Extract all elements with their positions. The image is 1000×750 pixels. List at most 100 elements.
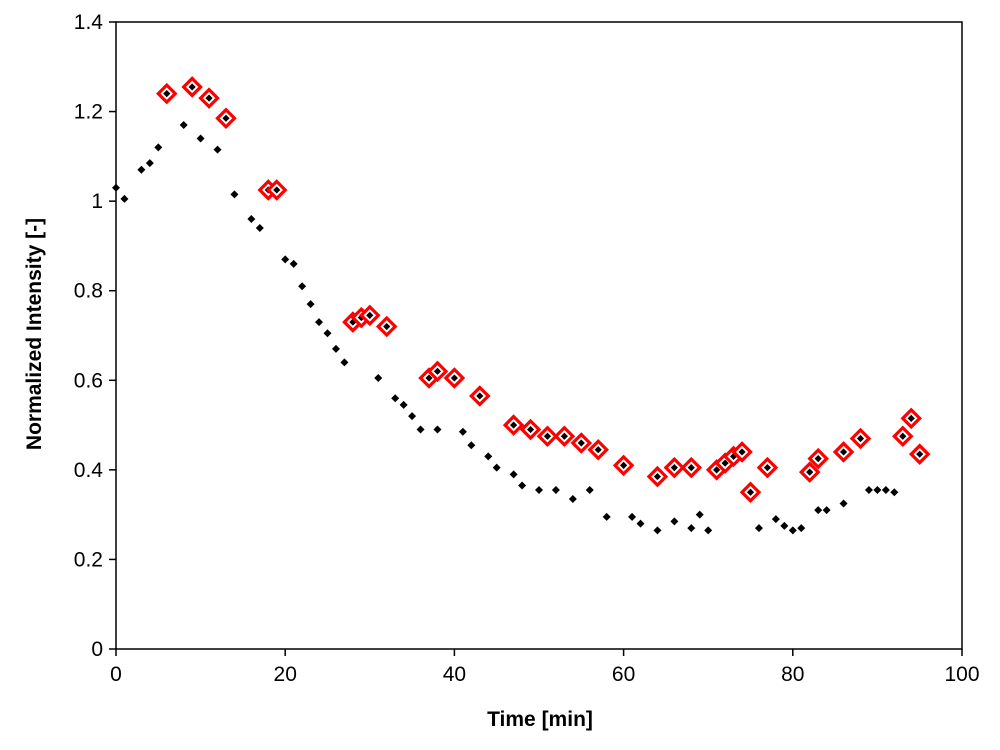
series-all-measurements <box>112 121 899 535</box>
highlight-center <box>763 464 772 472</box>
data-point <box>145 159 154 168</box>
data-point <box>492 463 501 472</box>
highlight-center <box>806 468 814 476</box>
highlighted-data-point <box>426 360 449 383</box>
data-point <box>315 318 324 327</box>
highlighted-data-point <box>832 441 855 463</box>
highlighted-data-point <box>680 456 703 479</box>
data-point <box>416 425 425 434</box>
data-point <box>331 344 340 353</box>
y-tick-label: 1.4 <box>74 11 104 34</box>
highlighted-data-point <box>892 425 914 448</box>
data-point <box>670 517 679 526</box>
highlighted-data-point <box>198 87 220 109</box>
highlight-center <box>188 83 196 91</box>
highlighted-data-point <box>646 465 669 488</box>
data-point <box>535 486 543 495</box>
data-point <box>179 121 188 130</box>
data-point <box>814 506 823 515</box>
highlight-center <box>366 311 374 319</box>
highlight-center <box>425 374 433 382</box>
highlighted-data-point <box>908 443 931 465</box>
highlight-center <box>205 94 213 102</box>
highlighted-data-point <box>469 385 491 407</box>
highlight-center <box>163 90 171 98</box>
data-point <box>788 526 797 535</box>
highlighted-data-point <box>519 418 542 441</box>
data-point <box>797 524 806 533</box>
data-point <box>213 145 222 154</box>
y-tick-label: 1 <box>91 190 103 213</box>
highlight-center <box>273 186 281 194</box>
y-tick-label: 0 <box>91 638 103 661</box>
data-point <box>695 510 704 519</box>
highlight-center <box>713 466 721 474</box>
data-point <box>551 486 560 495</box>
highlight-center <box>738 448 746 456</box>
x-tick-label: 80 <box>781 663 804 686</box>
data-point <box>391 394 400 403</box>
data-point <box>467 441 476 450</box>
highlight-center <box>721 459 729 467</box>
data-point <box>323 329 332 338</box>
highlight-center <box>907 414 915 422</box>
data-point <box>196 134 205 143</box>
data-point <box>399 400 408 409</box>
highlighted-data-point <box>375 315 398 338</box>
highlighted-data-point <box>756 456 779 479</box>
highlighted-data-point <box>663 456 686 479</box>
data-point <box>484 452 493 461</box>
highlighted-data-point <box>265 179 288 201</box>
x-axis-title: Time [min] <box>487 708 593 731</box>
highlight-center <box>856 434 865 443</box>
highlighted-data-point <box>502 414 525 436</box>
data-point <box>247 215 256 224</box>
highlight-center <box>746 488 755 496</box>
data-point <box>255 224 264 233</box>
data-point <box>289 259 298 268</box>
data-point <box>340 358 349 367</box>
y-tick-label: 0.6 <box>74 369 103 392</box>
highlighted-data-point <box>900 407 923 430</box>
data-point <box>653 526 662 535</box>
data-point <box>704 526 713 535</box>
data-point <box>602 512 611 521</box>
highlighted-data-point <box>536 425 559 448</box>
data-point <box>433 425 442 434</box>
highlight-center <box>222 114 230 122</box>
highlight-center <box>620 461 628 469</box>
highlight-center <box>653 472 662 481</box>
data-point <box>518 481 527 490</box>
data-point <box>230 190 239 199</box>
x-tick-label: 20 <box>274 663 297 686</box>
highlight-center <box>383 322 391 331</box>
highlight-center <box>916 450 924 458</box>
plot-area <box>115 21 963 650</box>
highlight-center <box>560 432 568 440</box>
highlighted-data-point <box>359 304 381 327</box>
highlighted-data-point <box>553 425 576 448</box>
data-point <box>864 486 873 495</box>
highlighted-data-point <box>155 82 178 105</box>
x-tick-label: 100 <box>944 663 979 686</box>
highlight-center <box>670 464 678 472</box>
data-point <box>687 524 696 533</box>
highlighted-data-point <box>807 447 829 470</box>
data-point <box>585 486 594 495</box>
y-tick-label: 0.4 <box>74 459 104 482</box>
data-point <box>458 427 467 436</box>
series-highlighted-measurements <box>155 76 931 504</box>
data-point <box>822 506 831 515</box>
y-axis-title: Normalized Intensity [-] <box>23 218 46 450</box>
data-point <box>306 300 315 309</box>
data-point <box>771 515 780 524</box>
plot-border <box>115 21 963 650</box>
data-point <box>298 282 307 291</box>
highlighted-data-point <box>570 432 593 454</box>
highlighted-data-point <box>443 367 466 389</box>
highlight-center <box>510 421 518 429</box>
highlight-center <box>450 374 458 382</box>
highlight-center <box>814 455 822 463</box>
data-point <box>754 524 763 533</box>
data-point <box>112 183 120 192</box>
